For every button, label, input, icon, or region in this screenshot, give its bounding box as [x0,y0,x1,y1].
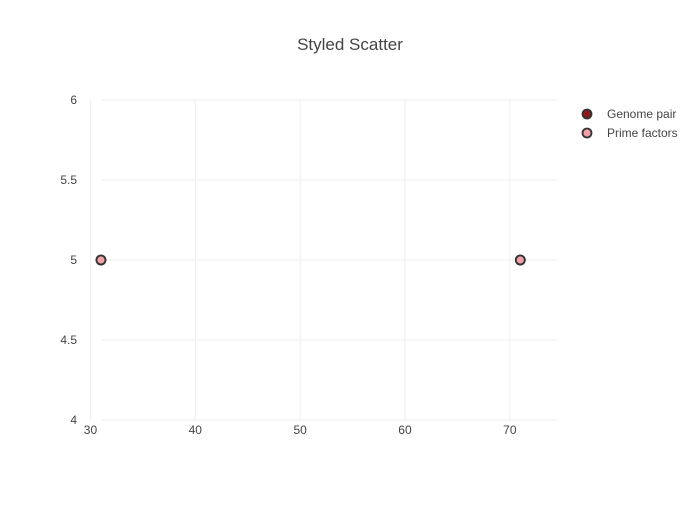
y-tick-label: 6 [70,93,77,107]
data-points [95,254,526,266]
x-tick-label: 60 [398,423,412,437]
legend-item[interactable]: Genome pair [581,107,677,121]
x-axis-ticks: 30 40 50 60 70 [84,423,517,437]
x-tick-label: 70 [503,423,517,437]
y-tick-label: 4 [70,413,77,427]
grid [89,99,557,421]
x-tick-label: 50 [293,423,307,437]
x-tick-label: 30 [84,423,98,437]
x-tick-label: 40 [189,423,203,437]
y-tick-label: 5.5 [60,173,77,187]
legend-label: Genome pair [607,107,676,121]
legend-item[interactable]: Prime factors [581,126,678,140]
y-tick-label: 5 [70,253,77,267]
legend-label: Prime factors [607,126,678,140]
legend-marker [581,108,593,120]
y-tick-label: 4.5 [60,333,77,347]
legend[interactable]: Genome pair Prime factors [581,107,678,140]
data-point[interactable] [514,254,526,266]
chart-title: Styled Scatter [297,35,403,54]
legend-marker [581,127,593,139]
y-axis-ticks: 4 4.5 5 5.5 6 [60,93,77,427]
data-point[interactable] [95,254,107,266]
